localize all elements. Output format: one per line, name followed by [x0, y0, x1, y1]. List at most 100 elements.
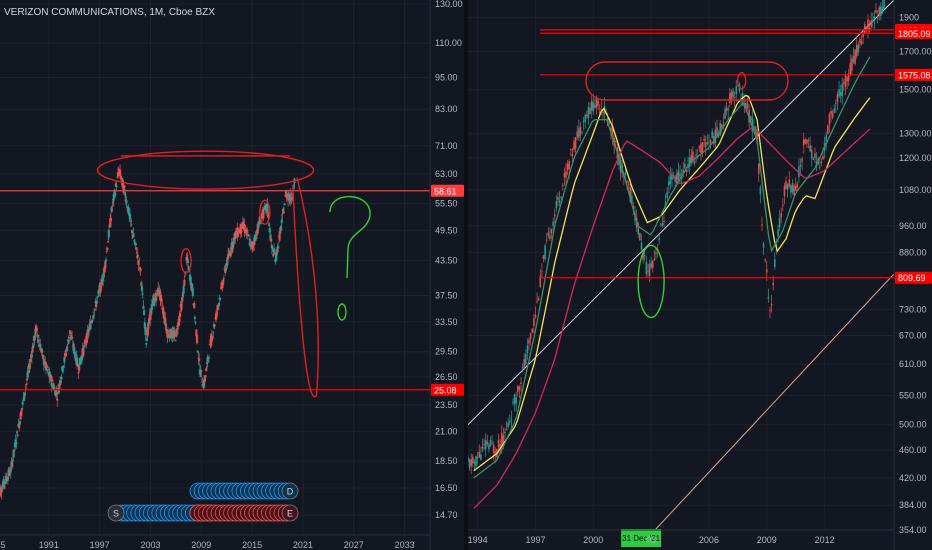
candle-body [219, 298, 222, 300]
pane-divider[interactable] [464, 0, 468, 550]
candle-body [215, 312, 218, 320]
candle-body [645, 261, 648, 274]
candle-body [260, 217, 263, 219]
right-chart-canvas[interactable]: 31 Dec '31 1900 1700.00 1500.00 1300.00 1200.… [468, 0, 932, 550]
candle-body [25, 384, 28, 386]
left-chart-pane[interactable]: S D E 130.00 110.00 95.00 83.00 71.00 63.00 55.50… [0, 0, 464, 550]
candle-body [0, 487, 2, 494]
trendline-upper[interactable] [468, 0, 895, 426]
candle-body [162, 312, 165, 319]
time-axis[interactable]: 985 1991 1997 2003 2009 2015 2021 2027 2033 [0, 534, 430, 550]
candle-body [791, 182, 794, 193]
candle-body [844, 75, 847, 87]
candle-body [505, 429, 508, 431]
candle-body [178, 315, 181, 320]
right-chart-pane[interactable]: 31 Dec '31 1900 1700.00 1500.00 1300.00 1200.… [468, 0, 932, 550]
candle-body [174, 340, 177, 342]
candle-body [3, 482, 7, 484]
candle-body [177, 318, 180, 326]
candle-body [55, 391, 58, 395]
candle-body [37, 340, 41, 342]
candle-body [254, 235, 257, 241]
question-mark-annotation [329, 195, 371, 321]
candle-body [836, 94, 839, 102]
candle-body [608, 122, 611, 124]
badge-marker[interactable] [281, 482, 299, 500]
candle-body [249, 240, 252, 248]
candle-body [262, 209, 265, 219]
event-badges[interactable]: S D E [107, 482, 299, 522]
candle-body [181, 297, 184, 301]
price-tick-label: 1500.00 [899, 85, 932, 95]
time-tick-label: 03 [646, 535, 656, 545]
candle-body [5, 477, 8, 480]
trendline-lower[interactable] [654, 273, 895, 531]
candle-body [586, 114, 588, 117]
candle-body [818, 167, 821, 169]
candle-body [136, 254, 139, 258]
candle-body [196, 350, 199, 353]
candle-body [725, 107, 728, 111]
time-tick-label: 2000 [583, 535, 603, 545]
candle-body [281, 213, 284, 215]
candle-body [203, 379, 206, 388]
badge-marker[interactable] [281, 504, 299, 522]
candle-body [263, 207, 266, 211]
price-tick-label: 43.50 [435, 256, 458, 266]
candle-body [632, 206, 635, 209]
candle-body [280, 219, 283, 224]
top-range-ellipse [585, 61, 789, 101]
candle-body [112, 193, 115, 201]
candle-body [121, 177, 124, 180]
candle-body [688, 157, 691, 167]
candle-body [61, 366, 64, 371]
candle-body [582, 120, 585, 122]
candle-body [574, 136, 577, 149]
candle-body [164, 325, 168, 327]
candle-body [831, 112, 834, 118]
price-tick-label: 130.00 [435, 0, 463, 9]
candle-body [883, 0, 885, 9]
candle-body [769, 310, 771, 312]
candle-body [151, 300, 154, 306]
candle-body [640, 242, 643, 250]
candle-body [87, 328, 91, 332]
candle-body [245, 229, 248, 234]
time-axis[interactable]: 1994 1997 2000 03 2006 2009 2012 [468, 529, 894, 545]
price-axis[interactable]: 130.00 110.00 95.00 83.00 71.00 63.00 55.50 49.… [429, 0, 464, 550]
candle-body [549, 235, 551, 240]
candle-body [499, 444, 501, 450]
badge-marker[interactable] [107, 504, 125, 522]
candle-body [504, 431, 506, 434]
price-level-badge [895, 68, 932, 81]
time-tick-label: 2027 [344, 540, 364, 550]
candle-body [573, 141, 575, 150]
cursor-date-text: 31 Dec '31 [622, 534, 661, 543]
candle-body [56, 398, 59, 401]
candle-body [637, 223, 640, 235]
candle-body [846, 77, 848, 82]
candle-body [243, 230, 247, 233]
candle-body [203, 377, 206, 382]
candle-body [12, 449, 15, 458]
candle-body [828, 114, 831, 125]
candle-body [80, 354, 84, 361]
candle-body [491, 443, 493, 445]
time-tick-label: 2021 [293, 540, 313, 550]
candle-body [560, 196, 562, 198]
candle-body [478, 451, 481, 458]
candle-body [589, 107, 591, 115]
cursor-date-box [621, 529, 662, 547]
moving-average-line [473, 126, 871, 509]
candle-body [544, 245, 546, 260]
candle-body [92, 315, 95, 319]
candle-body [258, 217, 261, 222]
candle-body [114, 183, 117, 187]
left-chart-canvas[interactable]: S D E 130.00 110.00 95.00 83.00 71.00 63.00 55.50… [0, 0, 464, 550]
candle-body [590, 100, 593, 111]
candle-body [186, 258, 189, 259]
candle-body [25, 378, 29, 381]
candle-body [494, 451, 497, 456]
candle-body [749, 116, 752, 120]
price-axis[interactable]: 1900 1700.00 1500.00 1300.00 1200.00 1080.00 9… [893, 0, 932, 550]
